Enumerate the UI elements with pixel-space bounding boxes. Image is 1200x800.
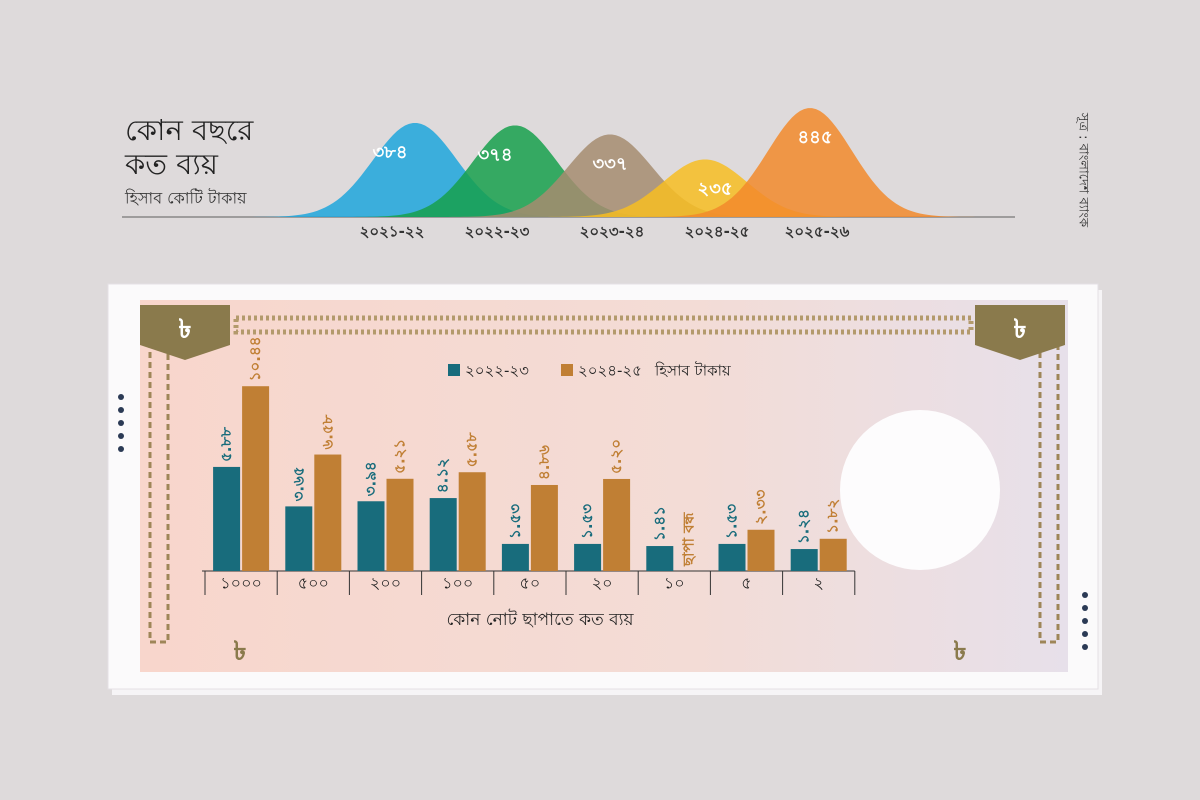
taka-symbol: ৳: [234, 637, 247, 667]
ridge: [345, 125, 685, 217]
ornament-right: [1038, 340, 1060, 644]
bar: [429, 498, 457, 571]
bar: [501, 543, 529, 571]
x-tick-label: ২: [813, 574, 823, 593]
bar: [213, 466, 241, 571]
bar: [646, 546, 674, 571]
source: সূত্র : বাংলাদেশ ব্যাংক: [1076, 112, 1091, 228]
x-tick-label: ২০২১-২২: [360, 223, 425, 241]
value-label: ৩৭৪: [477, 144, 512, 165]
ornament-left: [148, 340, 170, 644]
value-label: ৪.৮৬: [535, 445, 553, 480]
bar: [718, 543, 746, 571]
bar: [458, 472, 486, 571]
title-line: কত ব্যয়: [124, 147, 219, 181]
x-tick-label: ২০২৪-২৫: [685, 223, 750, 241]
value-label: ২৩৫: [697, 178, 732, 199]
x-tick-label: ২০: [592, 574, 613, 593]
bar: [530, 484, 558, 571]
bar: [357, 501, 385, 571]
ridge: [245, 123, 585, 217]
taka-badge: [975, 305, 1065, 360]
x-tick-label: ৫: [741, 574, 751, 593]
x-tick-label: ২০০: [370, 574, 401, 593]
x-tick-label: ৫০: [520, 574, 541, 593]
value-label: ৫.৫৮: [463, 432, 481, 467]
legend-label: ২০২২-২৩: [465, 362, 529, 380]
legend-note: হিসাব টাকায়: [654, 362, 732, 380]
bar: [285, 506, 313, 571]
value-label: ৪৪৫: [797, 127, 832, 148]
ridge: [535, 159, 875, 217]
taka-symbol: ৳: [179, 315, 192, 345]
value-label: ৫.৮৮: [217, 427, 235, 462]
value-label: ১.৫৩: [506, 504, 524, 539]
taka-symbol: ৳: [954, 637, 967, 667]
value-label: ৪.১২: [434, 458, 452, 493]
x-tick-label: ১০০: [442, 574, 473, 593]
value-label: ১০.৪৪: [246, 337, 264, 382]
taka-badge: [140, 305, 230, 360]
value-label: ৩৮৪: [372, 142, 407, 163]
dots: [118, 394, 1088, 650]
x-axis-title: কোন নোট ছাপাতে কত ব্যয়: [446, 609, 634, 630]
value-label: ৫.২১: [391, 439, 409, 474]
x-tick-label: ২০২২-২৩: [465, 223, 530, 241]
bar-chart: ১০০০ ৫০০ ২০০ ১০০ ৫০ ২০ ১০ ৫ ২ ২০২২-২৩ ৫.৮৮ ৩.৬৫ ৩.৯৪…: [202, 337, 856, 595]
bar: [790, 549, 818, 571]
value-label: ১.৫৩: [578, 504, 596, 539]
ridge: [640, 108, 980, 217]
value-label: ১.৮২: [824, 499, 842, 534]
bar: [574, 543, 602, 571]
title-line: কোন বছরে: [125, 113, 254, 147]
value-label: ৫.২০: [607, 439, 625, 474]
value-label: ছাপা বন্ধ: [679, 511, 697, 567]
taka-symbol: ৳: [1014, 315, 1027, 345]
x-tick-label: ১০: [664, 574, 685, 593]
value-label: ৩.৯৪: [362, 461, 380, 496]
bar: [819, 538, 847, 571]
ridge: [440, 134, 780, 217]
value-label: ১.২৪: [795, 509, 813, 544]
legend-swatch: [448, 364, 460, 376]
x-tick-label: ৫০০: [298, 574, 329, 593]
bar: [386, 478, 414, 571]
value-label: ৩.৬৫: [289, 466, 307, 501]
legend-swatch: [561, 364, 573, 376]
bar: [747, 529, 775, 571]
ornament-band: [233, 315, 974, 335]
value-label: ৬.৫৮: [318, 414, 336, 449]
bar: [314, 454, 342, 571]
bar: [242, 386, 270, 571]
x-tick-label: ২০২৩-২৪: [580, 223, 645, 241]
bar: [603, 478, 631, 571]
watermark: [840, 410, 1000, 570]
value-label: ১.৫৩: [723, 504, 741, 539]
x-tick-label: ২০২৫-২৬: [785, 223, 850, 241]
subtitle: হিসাব কোটি টাকায়: [124, 189, 247, 208]
value-label: ৩৩৭: [592, 153, 627, 174]
ridge-group: ৩৮৪ ২০২১-২২ ৩৭৪ ২০২২-২৩ ৩৩৭ ২০২৩-২৪ ২৩৫ ২০২৪-২৫…: [245, 108, 980, 241]
value-label: ১.৪১: [650, 506, 668, 541]
legend-label: ২০২৪-২৫: [578, 362, 642, 380]
x-tick-label: ১০০০: [220, 574, 262, 593]
value-label: ২.৩৩: [752, 490, 770, 525]
